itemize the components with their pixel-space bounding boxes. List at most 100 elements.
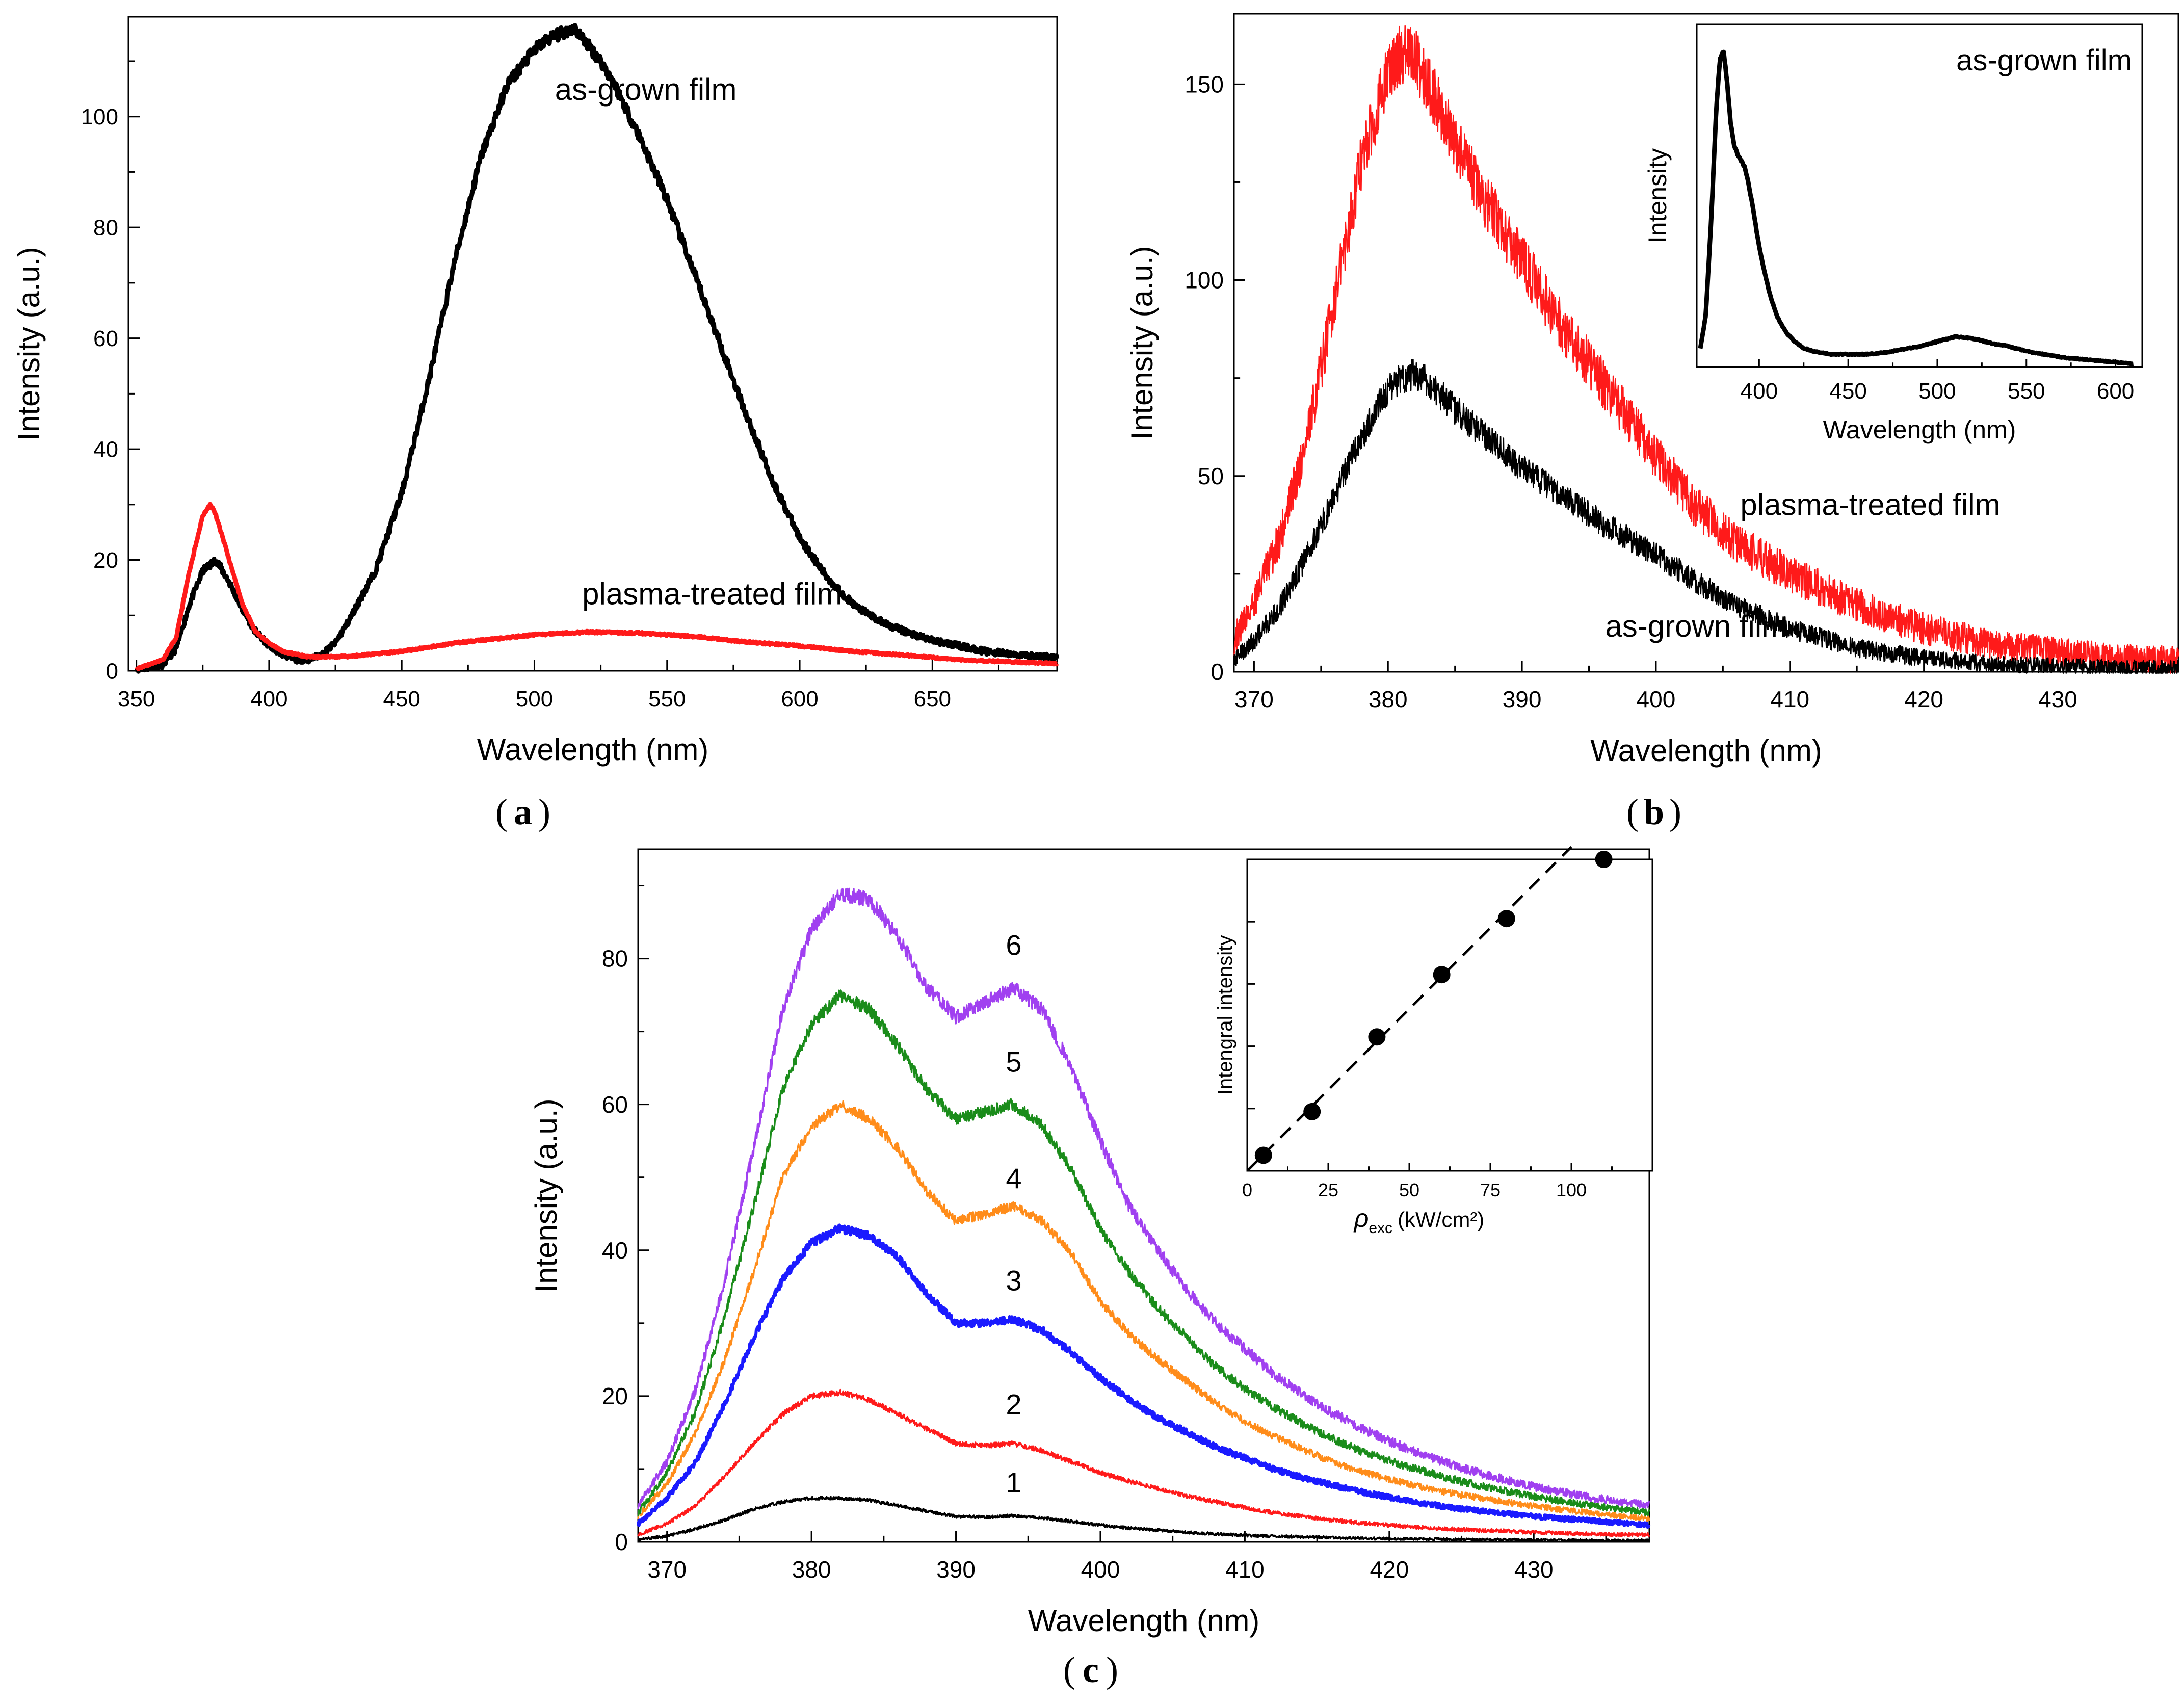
panel-c-inset-data-point: [1595, 851, 1613, 868]
panel-c-y-tick-label: 20: [602, 1383, 628, 1409]
panel-b-plot-frame: [1233, 13, 2179, 673]
panel-c-inset-x-tick-label: 0: [1242, 1179, 1252, 1200]
panel-c-series-line-5: [637, 887, 1650, 1510]
panel-c-y-axis-title: Intensity (a.u.): [529, 1098, 563, 1292]
panel-a-y-tick-label: 40: [93, 437, 118, 462]
panel-c-inset-data-point: [1303, 1103, 1321, 1120]
panel-a-y-tick-label: 80: [93, 216, 118, 241]
panel-c-x-tick-label: 420: [1370, 1556, 1409, 1583]
panel-c-y-tick-label: 60: [602, 1091, 628, 1118]
panel-c-y-tick-label: 80: [602, 946, 628, 972]
panel-c-x-tick-label: 370: [647, 1556, 687, 1583]
panel-a-x-tick-label: 650: [914, 687, 951, 712]
panel-a-series-line-0: [134, 23, 1060, 674]
panel-c-inset-data-point: [1254, 1146, 1272, 1164]
panel-a-label-paren-open: (: [495, 792, 508, 832]
panel-b-inset-x-tick-label: 450: [1829, 379, 1866, 404]
panel-c-series-line-4: [637, 989, 1650, 1516]
panel-c-label-paren-close: ): [1106, 1649, 1118, 1690]
panel-b-label: b: [1644, 792, 1664, 832]
panel-b-y-tick-label: 150: [1185, 71, 1224, 97]
panel-b-series-line-1: [1233, 358, 2179, 674]
panel-b-inset-background: [1697, 24, 2142, 367]
panel-b-x-tick-label: 380: [1369, 686, 1408, 713]
panel-c-curve-number: 6: [1006, 929, 1021, 961]
panel-a-x-tick-label: 350: [118, 687, 155, 712]
panel-c-x-tick-label: 410: [1225, 1556, 1265, 1583]
panel-c-inset-x-tick-label: 75: [1480, 1179, 1501, 1200]
panel-c-curve-number: 1: [1006, 1466, 1021, 1499]
panel-b-inset-x-tick-label: 400: [1741, 379, 1778, 404]
panel-a-label-paren-close: ): [538, 792, 550, 832]
panel-c-inset-background: [1247, 859, 1652, 1171]
panel-c-inset-x-axis-title: ρexc (kW/cm²): [1353, 1204, 1485, 1237]
panel-c-x-axis-title: Wavelength (nm): [1028, 1604, 1260, 1638]
panel-b-inset-y-axis-title: Intensity: [1643, 148, 1672, 243]
panel-c-inset-data-point: [1433, 966, 1451, 984]
panel-c-inset-x-tick-label: 50: [1399, 1179, 1419, 1200]
panel-b-x-tick-label: 410: [1770, 686, 1809, 713]
panel-c-label: c: [1083, 1649, 1099, 1690]
panel-b-label-paren-close: ): [1669, 792, 1681, 832]
panel-a-x-tick-label: 500: [516, 687, 553, 712]
panel-b-inset-x-tick-label: 550: [2008, 379, 2045, 404]
panel-b-annotation: as-grown film: [1605, 609, 1787, 643]
panel-b-x-tick-label: 370: [1234, 686, 1274, 713]
panel-b-inset-x-axis-title: Wavelength (nm): [1823, 415, 2016, 444]
panel-b-x-tick-label: 400: [1637, 686, 1676, 713]
panel-c-inset-x-axis-unit: (kW/cm²): [1398, 1208, 1484, 1231]
panel-b-x-tick-label: 390: [1503, 686, 1542, 713]
panel-c-x-tick-label: 390: [936, 1556, 976, 1583]
panel-c-inset-data-point: [1497, 910, 1515, 928]
panel-b-y-tick-label: 100: [1185, 267, 1224, 294]
panel-b-inset-chart: 400 450 500 550 600 Wavelength (nm) Intensity a…: [1643, 23, 2143, 444]
panel-c-inset-data-point: [1368, 1028, 1386, 1046]
panel-c-series-line-1: [637, 1388, 1650, 1537]
panel-b-inset-legend-text: as-grown film: [1956, 44, 2132, 77]
panel-c-series-line-0: [637, 1496, 1650, 1543]
panel-c-curve-number: 3: [1006, 1264, 1021, 1296]
panel-c-plot-frame: [637, 848, 1650, 1543]
panel-a-series-line-1: [135, 502, 1059, 672]
panel-c-curve-number: 5: [1006, 1045, 1021, 1078]
panel-b-y-tick-label: 0: [1211, 659, 1224, 685]
panel-c-inset-x-tick-label: 25: [1318, 1179, 1338, 1200]
panel-a-annotation: plasma-treated film: [582, 577, 842, 611]
panel-c-inset-x-axis-subscript: exc: [1369, 1220, 1392, 1237]
panel-a-x-tick-label: 550: [648, 687, 686, 712]
panel-c-inset-fit-line: [1246, 846, 1572, 1172]
panel-a-x-tick-label: 600: [781, 687, 818, 712]
panel-b-x-tick-label: 430: [2038, 686, 2077, 713]
panel-b-inset-series-line: [1698, 49, 2135, 366]
panel-a-annotation: as-grown film: [555, 72, 737, 107]
panel-b-series-line-0: [1233, 25, 2179, 674]
panel-c-y-tick-label: 0: [615, 1529, 628, 1555]
panel-a-plot-frame: [127, 16, 1058, 672]
panel-a-y-tick-label: 60: [93, 326, 118, 351]
panel-a-x-tick-label: 450: [383, 687, 420, 712]
panel-b-y-tick-label: 50: [1198, 463, 1224, 489]
panel-c-inset-y-axis-title: Intengral intensity: [1214, 935, 1236, 1095]
panel-b-y-axis-title: Intensity (a.u.): [1125, 246, 1159, 439]
panel-a-x-axis-title: Wavelength (nm): [477, 732, 709, 767]
panel-b-x-tick-label: 420: [1904, 686, 1943, 713]
panel-a-y-tick-label: 100: [81, 104, 118, 129]
panel-c-curve-number: 4: [1006, 1162, 1021, 1194]
panel-a-chart: 350 400 450 500 550 600 650 0 20 40 60 80 100 Wavelen…: [12, 16, 1060, 832]
panel-c-curve-number: 2: [1006, 1388, 1021, 1421]
panel-c-inset-x-tick-label: 100: [1556, 1179, 1587, 1200]
panel-c-x-tick-label: 430: [1514, 1556, 1554, 1583]
panel-c-x-tick-label: 400: [1081, 1556, 1120, 1583]
panel-c-chart: 370 380 390 400 410 420 430020406080Wavelength…: [529, 848, 1651, 1690]
panel-c-series-line-2: [637, 1223, 1651, 1529]
panel-c-inset-chart: 0 25 50 75 100 Intengral intensity ρexc (kW/cm²…: [1214, 846, 1653, 1237]
panel-a-label: a: [514, 792, 532, 832]
panel-b-annotation: plasma-treated film: [1740, 488, 2000, 522]
panel-c-inset-x-axis-symbol: ρ: [1353, 1204, 1369, 1233]
panel-b-inset-plot-frame: [1696, 23, 2143, 368]
panel-a-x-tick-label: 400: [250, 687, 287, 712]
panel-c-label-paren-open: (: [1063, 1649, 1075, 1690]
panel-b-inset-x-tick-label: 500: [1918, 379, 1956, 404]
panel-b-inset-x-tick-label: 600: [2097, 379, 2134, 404]
